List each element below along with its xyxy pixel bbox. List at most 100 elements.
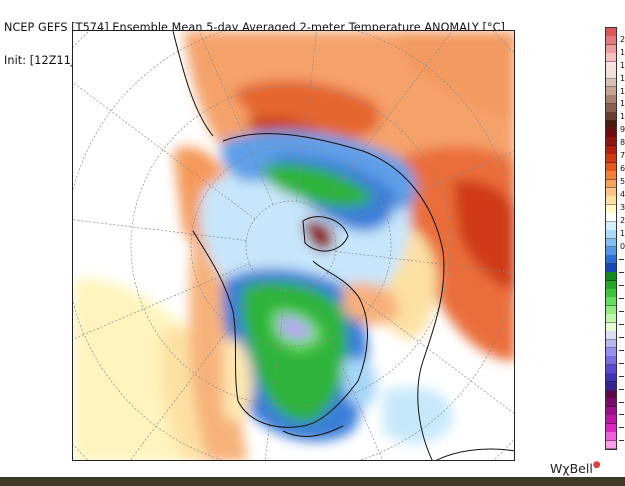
colorbar-label: 1	[620, 73, 625, 83]
colorbar-tick	[619, 259, 624, 261]
colorbar-tick	[619, 401, 624, 403]
colorbar-label: 0	[620, 241, 625, 251]
logo-text: WχBell	[550, 461, 593, 476]
map-panel[interactable]	[72, 30, 515, 461]
coastlines	[172, 31, 514, 460]
colorbar-cell	[606, 297, 616, 307]
wxbell-logo: WχBell●	[550, 460, 601, 476]
canada-purple	[278, 315, 313, 341]
logo-dot: ●	[592, 460, 601, 470]
colorbar-cell	[606, 272, 616, 282]
bottom-bar	[0, 477, 625, 486]
colorbar-cell	[606, 44, 616, 54]
colorbar-cell	[606, 145, 616, 155]
colorbar-label: 1	[620, 99, 625, 109]
meridian-line	[198, 31, 274, 205]
greenland-warm	[303, 220, 334, 251]
colorbar-tick	[619, 272, 624, 274]
colorbar-cell	[606, 289, 616, 298]
colorbar-label: 1	[620, 60, 625, 70]
gulf-coast	[282, 425, 344, 437]
colorbar-label: 1	[620, 47, 625, 57]
colorbar-cell	[606, 364, 616, 374]
greenland-coast	[302, 216, 349, 252]
colorbar-cell	[606, 70, 616, 79]
colorbar-cell	[606, 246, 616, 256]
colorbar-cell	[606, 230, 616, 239]
east-asia-warm	[393, 31, 514, 121]
colorbar-cell	[606, 204, 616, 214]
colorbar-cell	[606, 322, 616, 332]
north-america-coast	[192, 230, 368, 428]
colorbar-tick	[619, 388, 624, 390]
colorbar-tick	[619, 440, 624, 442]
colorbar-label: 5	[620, 176, 625, 186]
colorbar-label: 1	[620, 112, 625, 122]
atlantic-cool-2	[342, 358, 377, 407]
colorbar-cell	[606, 347, 616, 357]
meridian-line	[264, 290, 286, 460]
colorbar-cell	[606, 112, 616, 122]
colorbar-label: 7	[620, 151, 625, 161]
latitude-circle	[245, 200, 337, 292]
colorbar-cell	[606, 390, 616, 399]
colorbar-label: 4	[620, 189, 625, 199]
meridian-line	[308, 287, 383, 460]
title-line-1: NCEP GEFS [T574] Ensemble Mean 5-day Ave…	[4, 21, 505, 34]
colorbar-cell	[606, 103, 616, 113]
colorbar-cell	[606, 154, 616, 164]
colorbar-cell	[606, 314, 616, 324]
atlantic-cool	[383, 387, 453, 444]
newfoundland-warm	[343, 282, 399, 326]
colorbar-cell	[606, 171, 616, 181]
colorbar-cell	[606, 120, 616, 130]
colorbar-cell	[606, 432, 616, 442]
colorbar-tick	[619, 285, 624, 287]
colorbar-cell	[606, 196, 616, 206]
colorbar-tick	[619, 336, 624, 338]
colorbar-label: 9	[620, 125, 625, 135]
colorbar-cell	[606, 280, 616, 290]
central-asia-core	[453, 180, 514, 291]
colorbar-cell	[606, 179, 616, 189]
colorbar-cell	[606, 381, 616, 391]
polar-map	[73, 31, 514, 460]
colorbar-cell	[606, 423, 616, 433]
meridian-line	[73, 219, 247, 241]
colorbar-label: 3	[620, 202, 625, 212]
west-us-near-normal	[223, 338, 253, 422]
colorbar-cell	[606, 263, 616, 273]
colorbar-cell	[606, 398, 616, 408]
colorbar-cell	[606, 356, 616, 366]
meridian-line	[73, 82, 256, 220]
colorbar-cell	[606, 53, 616, 63]
colorbar-cell	[606, 213, 616, 223]
north-america-green	[241, 281, 347, 422]
colorbar-cell	[606, 255, 616, 265]
europe-green	[263, 164, 373, 207]
colorbar-cell	[606, 339, 616, 349]
meridian-line	[130, 281, 265, 460]
colorbar-tick	[619, 324, 624, 326]
colorbar-cell	[606, 36, 616, 46]
colorbar-cell	[606, 78, 616, 88]
colorbar	[605, 27, 617, 450]
colorbar-cell	[606, 440, 616, 450]
asia-coast	[172, 31, 214, 137]
colorbar-cell	[606, 86, 616, 96]
colorbar-cell	[606, 331, 616, 341]
colorbar-tick	[619, 349, 624, 351]
colorbar-label: 1	[620, 86, 625, 96]
colorbar-cell	[606, 61, 616, 71]
colorbar-cell	[606, 187, 616, 197]
meridian-line	[73, 263, 250, 340]
colorbar-tick	[619, 427, 624, 429]
colorbar-label: 2	[620, 34, 625, 44]
colorbar-cell	[606, 221, 616, 231]
colorbar-cell	[606, 415, 616, 425]
colorbar-label: 6	[620, 164, 625, 174]
colorbar-cell	[606, 137, 616, 147]
eurasia-coast	[222, 133, 445, 460]
colorbar-tick	[619, 311, 624, 313]
colorbar-tick	[619, 414, 624, 416]
